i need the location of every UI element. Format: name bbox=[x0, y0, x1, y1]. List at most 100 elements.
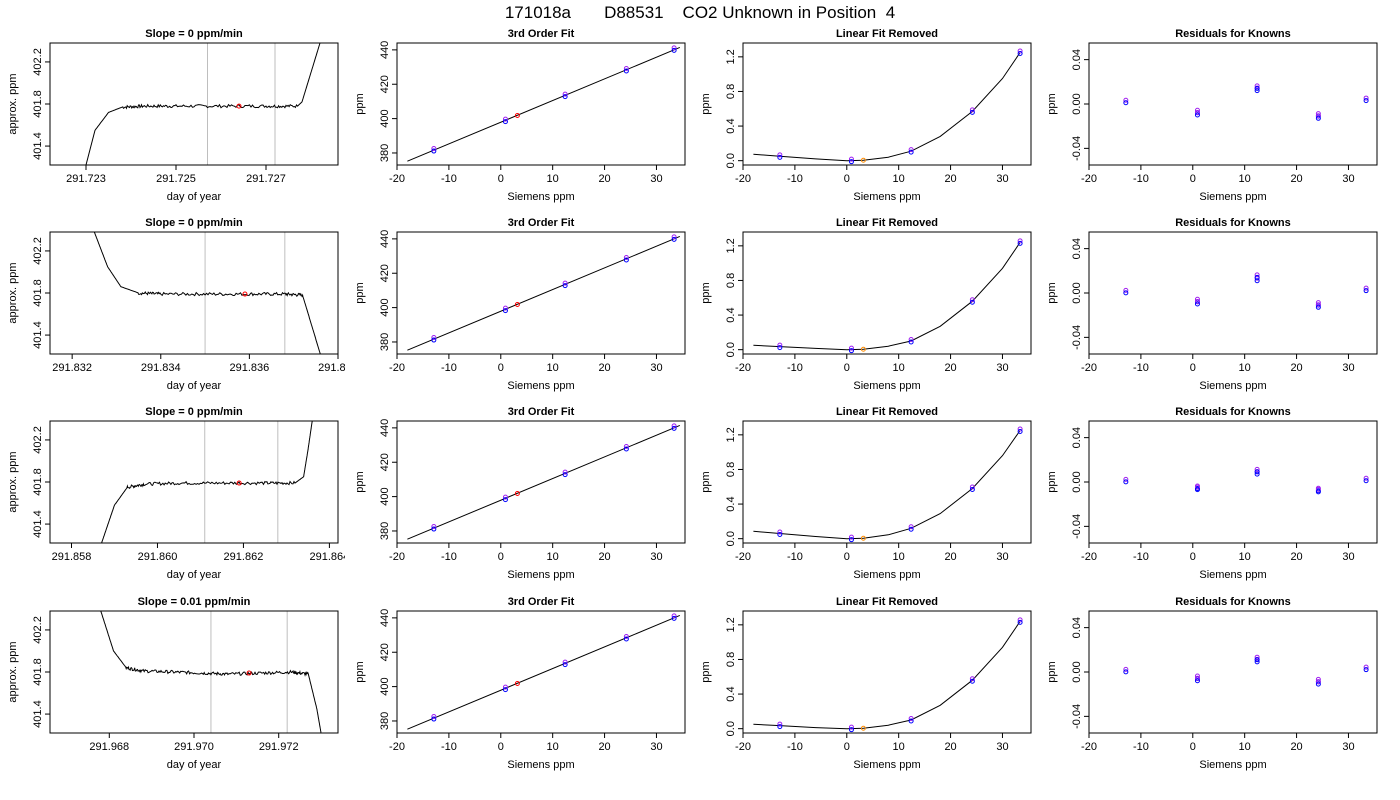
x-tick-label: 20 bbox=[944, 741, 956, 753]
x-axis-label: Siemens ppm bbox=[507, 569, 574, 581]
plot-area bbox=[753, 617, 1023, 733]
plot-area bbox=[407, 234, 681, 351]
known-point bbox=[502, 687, 508, 693]
known-point bbox=[1254, 659, 1260, 665]
x-tick-label: 30 bbox=[650, 173, 662, 185]
series-line bbox=[101, 421, 313, 543]
plot-frame bbox=[1088, 231, 1378, 355]
y-tick-label: 0.0 bbox=[725, 153, 737, 168]
y-tick-label: 420 bbox=[379, 643, 391, 661]
y-axis-label: approx. ppm bbox=[7, 262, 19, 323]
known-point bbox=[1363, 98, 1369, 104]
y-axis-label: ppm bbox=[1046, 282, 1058, 303]
known-point-purple bbox=[1363, 285, 1369, 291]
chart-title: Linear Fit Removed bbox=[836, 217, 938, 229]
x-axis-label: Siemens ppm bbox=[507, 759, 574, 771]
fit-curve bbox=[753, 621, 1021, 730]
x-tick-label: 0 bbox=[498, 741, 504, 753]
known-point-purple bbox=[623, 65, 629, 71]
y-tick-label: 0.04 bbox=[1071, 238, 1083, 259]
chart-svg: Residuals for Knowns -20 -10 0 10 20 30 -0.04 0.… bbox=[1046, 596, 1378, 771]
fit-line bbox=[407, 615, 681, 730]
y-tick-label: 400 bbox=[379, 109, 391, 127]
chart-panel: Slope = 0 ppm/min 291.858 291.860 291.862 29… bbox=[0, 401, 345, 586]
known-point-purple bbox=[1194, 298, 1200, 304]
plot-area bbox=[407, 613, 681, 730]
plot-frame bbox=[1088, 610, 1378, 734]
x-tick-label: -20 bbox=[1081, 362, 1097, 374]
known-point bbox=[1123, 100, 1129, 106]
known-point bbox=[777, 345, 783, 351]
y-tick-label: 401.4 bbox=[32, 700, 44, 728]
plot-frame bbox=[396, 610, 686, 734]
page-title-tank-id: D88531 bbox=[604, 3, 664, 22]
known-point bbox=[848, 159, 854, 165]
y-tick-label: 380 bbox=[379, 712, 391, 730]
chart-svg: Slope = 0 ppm/min 291.723 291.725 291.727 40… bbox=[7, 28, 339, 203]
x-tick-label: 30 bbox=[996, 173, 1008, 185]
known-point-purple bbox=[502, 116, 508, 122]
known-point bbox=[908, 718, 914, 724]
y-tick-label: 401.8 bbox=[32, 90, 44, 118]
y-tick-label: 0.04 bbox=[1071, 427, 1083, 448]
y-axis-label: ppm bbox=[354, 282, 366, 303]
fit-curve bbox=[753, 52, 1021, 162]
y-tick-label: 400 bbox=[379, 487, 391, 505]
x-axis-label: Siemens ppm bbox=[1199, 380, 1266, 392]
chart-panel: Linear Fit Removed -20 -10 0 10 20 30 0.0 0.4 0.8… bbox=[693, 591, 1038, 776]
plot-area bbox=[100, 611, 322, 733]
x-tick-label: -10 bbox=[1133, 741, 1149, 753]
y-tick-label: 402.2 bbox=[32, 48, 44, 76]
x-axis-label: day of year bbox=[167, 380, 222, 392]
known-point bbox=[1194, 487, 1200, 493]
chart-title: 3rd Order Fit bbox=[508, 28, 575, 40]
x-tick-label: 291.860 bbox=[138, 551, 178, 563]
x-axis-label: Siemens ppm bbox=[507, 380, 574, 392]
known-point-purple bbox=[1017, 617, 1023, 623]
x-tick-label: 10 bbox=[893, 362, 905, 374]
x-axis-label: Siemens ppm bbox=[507, 191, 574, 203]
chart-svg: Slope = 0 ppm/min 291.832 291.834 291.836 29… bbox=[7, 217, 345, 392]
y-tick-label: 0.0 bbox=[725, 342, 737, 357]
x-tick-label: 291.972 bbox=[259, 741, 299, 753]
y-tick-label: 420 bbox=[379, 453, 391, 471]
x-tick-label: 0 bbox=[1190, 741, 1196, 753]
x-tick-label: 0 bbox=[1190, 551, 1196, 563]
known-point bbox=[1254, 85, 1260, 91]
chart-title: Residuals for Knowns bbox=[1175, 596, 1291, 608]
known-point-purple bbox=[969, 676, 975, 682]
known-point-purple bbox=[1315, 676, 1321, 682]
known-point bbox=[623, 446, 629, 452]
y-tick-label: 0.0 bbox=[725, 721, 737, 736]
y-tick-label: 0.4 bbox=[725, 686, 737, 701]
known-point-purple bbox=[1315, 486, 1321, 492]
chart-panel: Slope = 0 ppm/min 291.832 291.834 291.836 29… bbox=[0, 212, 345, 397]
known-point-purple bbox=[562, 91, 568, 97]
known-point-purple bbox=[562, 280, 568, 286]
x-tick-label: 10 bbox=[1239, 173, 1251, 185]
known-point bbox=[1315, 115, 1321, 121]
x-tick-label: 10 bbox=[547, 551, 559, 563]
fit-line bbox=[407, 47, 681, 162]
chart-panel: 3rd Order Fit -20 -10 0 10 20 30 380 400 420 440 Si… bbox=[347, 212, 692, 397]
known-point-purple bbox=[431, 714, 437, 720]
known-point-purple bbox=[1017, 426, 1023, 432]
known-point bbox=[908, 526, 914, 532]
x-axis-label: Siemens ppm bbox=[853, 191, 920, 203]
fit-curve bbox=[753, 430, 1021, 540]
chart-svg: Linear Fit Removed -20 -10 0 10 20 30 0.0 0.4 0.8… bbox=[700, 406, 1032, 581]
known-point-purple bbox=[1194, 107, 1200, 113]
known-point-purple bbox=[671, 234, 677, 240]
y-tick-label: 440 bbox=[379, 609, 391, 627]
x-tick-label: -20 bbox=[1081, 741, 1097, 753]
y-tick-label: 380 bbox=[379, 144, 391, 162]
chart-panel: Linear Fit Removed -20 -10 0 10 20 30 0.0 0.4 0.8… bbox=[693, 212, 1038, 397]
unknown-point bbox=[860, 346, 866, 352]
known-point bbox=[1363, 288, 1369, 294]
plot-area bbox=[85, 43, 321, 165]
x-tick-label: 20 bbox=[1290, 173, 1302, 185]
plot-area bbox=[1123, 272, 1369, 310]
y-tick-label: 0.8 bbox=[725, 84, 737, 99]
x-tick-label: 10 bbox=[1239, 362, 1251, 374]
